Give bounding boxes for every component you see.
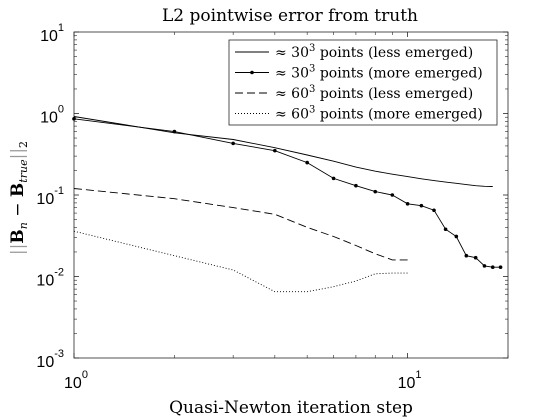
ylabel-b2: B (8, 183, 28, 197)
series-2-point (373, 189, 378, 194)
y-tick-label: 10-1 (36, 185, 64, 208)
ylabel-right-bars: || (8, 148, 28, 159)
ylabel-sub-2: 2 (17, 141, 30, 148)
legend-entry-3: ≈ 603 points (less emerged) (275, 84, 473, 102)
series-2-point (490, 265, 495, 270)
legend-text-sup: 3 (309, 84, 315, 95)
series-2-point (464, 253, 469, 258)
legend-text-post: points (more emerged) (315, 107, 482, 123)
ylabel-sub-n: n (17, 222, 30, 229)
series-2-point (331, 176, 336, 181)
x-tick-exp: 0 (82, 369, 88, 381)
series-2-point (390, 193, 395, 197)
series-2-point (419, 203, 424, 208)
legend-text-post: points (less emerged) (315, 45, 473, 61)
legend-marker (250, 70, 254, 75)
y-tick-base: 10 (36, 273, 54, 290)
series-2-point (498, 265, 503, 270)
series-2-point (72, 117, 76, 121)
legend-text-sup: 3 (309, 105, 315, 116)
series-2-point (432, 208, 436, 213)
data-series (72, 116, 503, 293)
y-tick-exp: -1 (54, 185, 64, 197)
y-tick-base: 10 (40, 28, 58, 45)
series-2-point (454, 234, 459, 239)
y-axis-label: ||Bn − Btrue||2 (8, 141, 30, 255)
x-tick-base: 10 (64, 375, 82, 392)
y-tick-base: 10 (40, 110, 58, 127)
legend-entry-2: ≈ 303 points (more emerged) (275, 64, 483, 82)
ylabel-sub-true: true (17, 159, 30, 183)
legend-text-sup: 3 (309, 64, 315, 75)
series-line-3 (73, 188, 408, 261)
legend-text-post: points (less emerged) (315, 86, 473, 102)
y-tick-label: 100 (40, 104, 64, 127)
ylabel-b1: B (8, 229, 28, 243)
series-2-point (273, 148, 277, 153)
legend-entry-1: ≈ 303 points (less emerged) (275, 43, 473, 61)
legend-text-pre: ≈ 60 (275, 86, 309, 102)
x-axis-label: Quasi-Newton iteration step (169, 398, 413, 418)
ylabel-minus: − (8, 197, 28, 222)
y-tick-label: 10-2 (36, 267, 64, 290)
y-tick-base: 10 (36, 354, 54, 371)
x-tick-label: 100 (64, 369, 88, 392)
legend-text-post: points (more emerged) (315, 66, 482, 82)
y-tick-exp: -3 (54, 348, 64, 360)
legend-box (228, 39, 498, 126)
x-tick-base: 10 (398, 375, 416, 392)
series-2-point (305, 160, 309, 165)
series-2-point (482, 264, 487, 268)
legend-text-pre: ≈ 30 (275, 45, 309, 61)
series-2-point (354, 183, 358, 188)
y-tick-exp: 0 (58, 104, 64, 116)
legend-entry-4: ≈ 603 points (more emerged) (275, 105, 483, 123)
series-2-point (473, 255, 478, 260)
y-tick-exp: -2 (54, 267, 64, 279)
x-tick-exp: 1 (415, 369, 421, 381)
series-2-point (443, 227, 448, 232)
y-tick-exp: 1 (58, 22, 64, 34)
legend: ≈ 303 points (less emerged)≈ 303 points … (228, 39, 498, 126)
series-2-point (172, 129, 177, 134)
chart-title: L2 pointwise error from truth (162, 6, 418, 26)
series-2-point (405, 201, 410, 206)
series-line-1 (73, 116, 493, 187)
legend-text-pre: ≈ 30 (275, 66, 309, 82)
y-tick-base: 10 (36, 191, 54, 208)
legend-text-pre: ≈ 60 (275, 107, 309, 123)
y-tick-label: 101 (40, 22, 64, 45)
ylabel-left-bars: || (8, 244, 28, 255)
x-tick-label: 101 (398, 369, 422, 392)
y-tick-label: 10-3 (36, 348, 64, 371)
series-2-point (231, 141, 235, 146)
legend-text-sup: 3 (309, 43, 315, 54)
